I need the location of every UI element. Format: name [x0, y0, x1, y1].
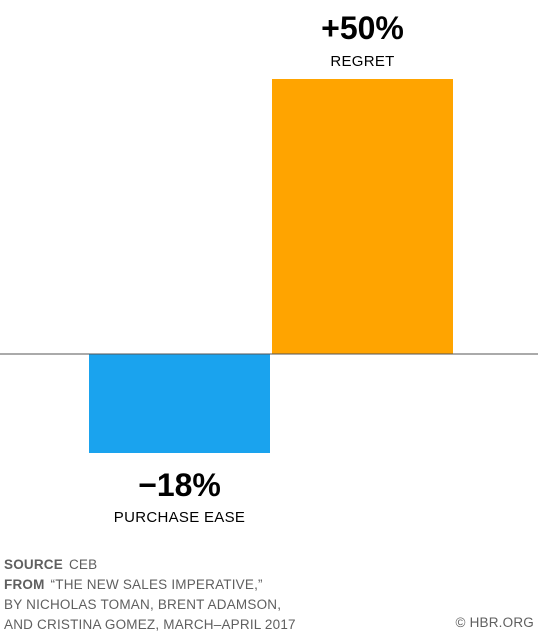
category-label-purchase-ease: PURCHASE EASE	[114, 509, 245, 526]
category-label-regret: REGRET	[330, 53, 394, 70]
from-title: “THE NEW SALES IMPERATIVE,”	[50, 577, 263, 592]
bar-chart: −18% PURCHASE EASE +50% REGRET	[0, 10, 538, 526]
bar-purchase-ease	[89, 354, 270, 453]
chart-footer: SOURCE CEB FROM “THE NEW SALES IMPERATIVE,…	[4, 555, 534, 635]
hbr-credit: © HBR.ORG	[455, 615, 534, 630]
value-label-purchase-ease: −18%	[138, 467, 221, 503]
bar-regret	[272, 79, 453, 354]
from-key: FROM	[4, 577, 45, 592]
source-value: CEB	[68, 557, 98, 572]
from-line: FROM “THE NEW SALES IMPERATIVE,”	[4, 575, 534, 595]
value-label-regret: +50%	[321, 10, 404, 46]
from-date: AND CRISTINA GOMEZ, MARCH–APRIL 2017	[4, 617, 296, 632]
from-authors: BY NICHOLAS TOMAN, BRENT ADAMSON,	[4, 597, 282, 612]
source-line: SOURCE CEB	[4, 555, 534, 575]
source-key: SOURCE	[4, 557, 63, 572]
